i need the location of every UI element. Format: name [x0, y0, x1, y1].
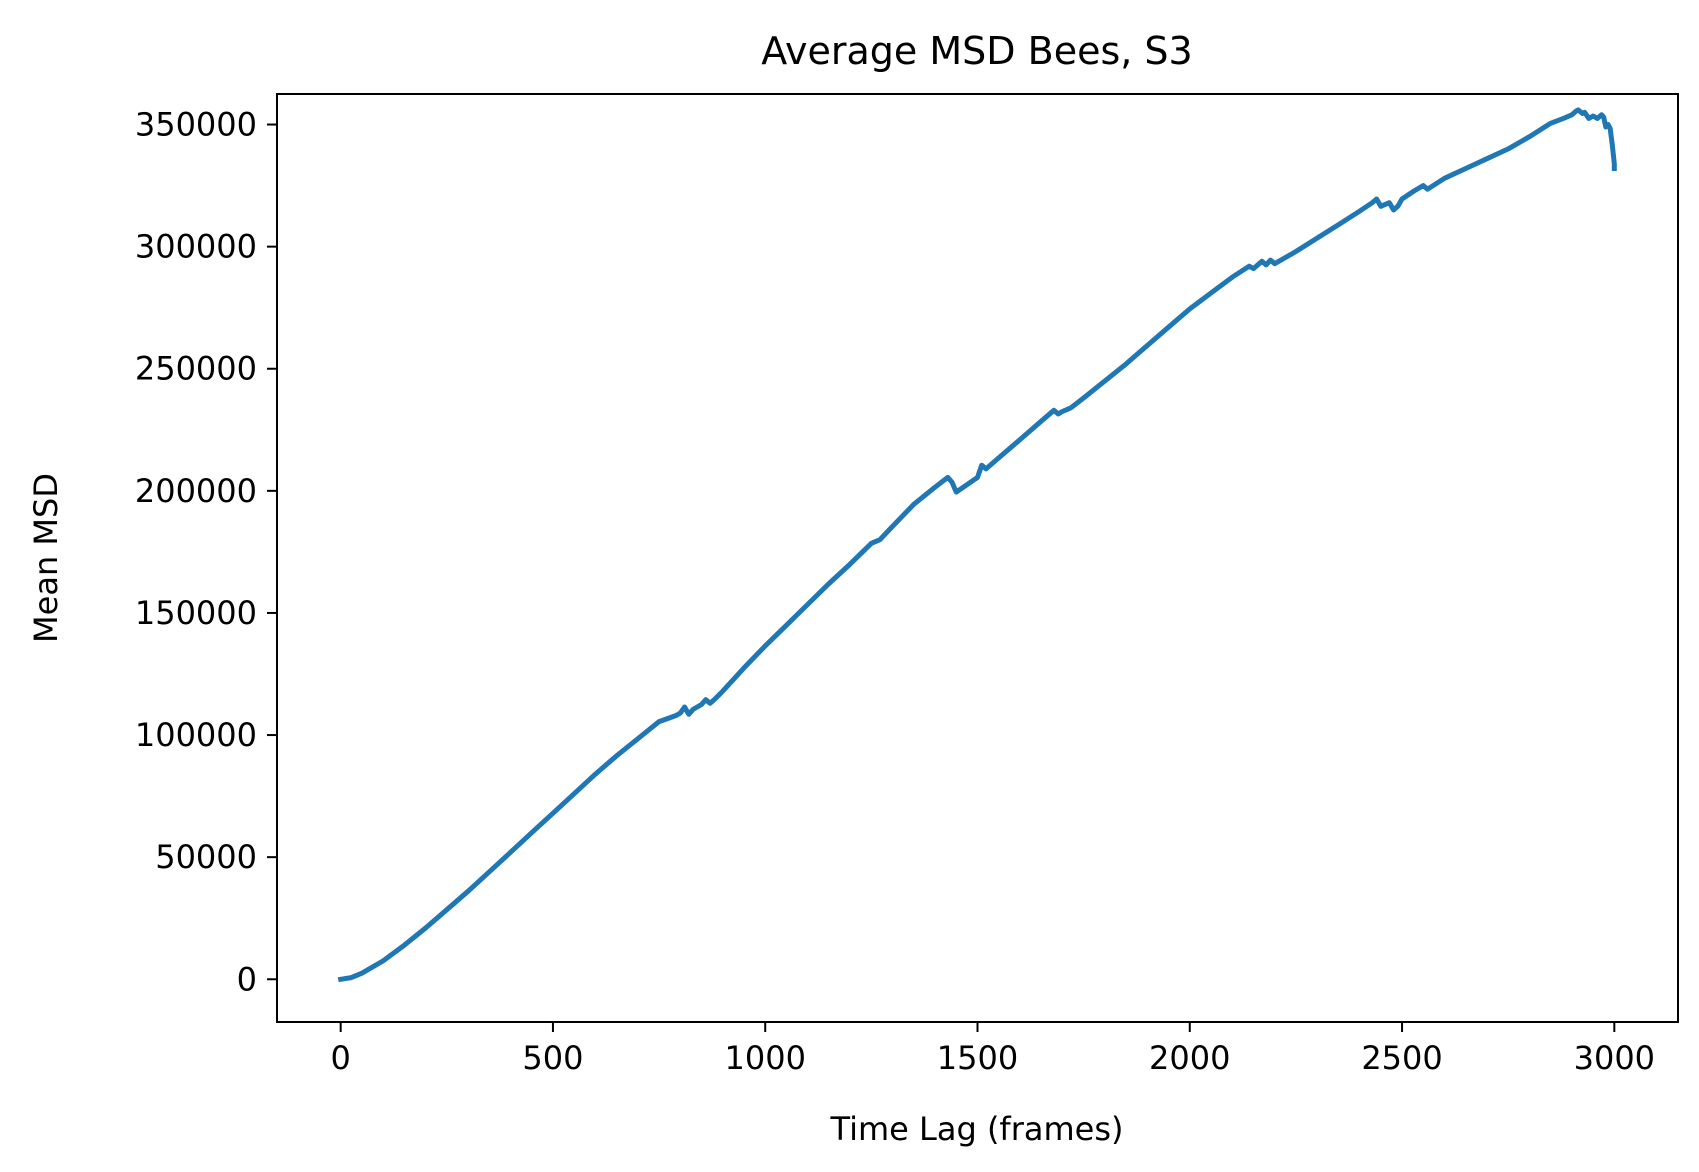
- y-tick-label: 0: [237, 960, 257, 998]
- x-tick-label: 1000: [725, 1039, 806, 1077]
- chart-title: Average MSD Bees, S3: [761, 29, 1192, 73]
- x-tick-label: 2000: [1149, 1039, 1230, 1077]
- plot-area-frame: [276, 93, 1679, 1023]
- x-tick-label: 0: [331, 1039, 351, 1077]
- y-tick-label: 350000: [135, 106, 257, 144]
- y-tick-label: 150000: [135, 594, 257, 632]
- series-layer: [337, 107, 1617, 983]
- y-tick-label: 200000: [135, 472, 257, 510]
- x-tick-label: 3000: [1574, 1039, 1655, 1077]
- x-axis-title: Time Lag (frames): [830, 1110, 1124, 1148]
- y-tick-label: 100000: [135, 716, 257, 754]
- y-tick-label: 50000: [155, 838, 257, 876]
- y-tick-label: 300000: [135, 228, 257, 266]
- x-tick-label: 2500: [1361, 1039, 1442, 1077]
- axis-ticks: 0 500 1000 1500 2000 2500 3000 0 50000 100000 1500…: [135, 106, 1655, 1077]
- x-tick-label: 500: [522, 1039, 583, 1077]
- y-tick-label: 250000: [135, 350, 257, 388]
- msd-series-line: [337, 107, 1617, 983]
- x-tick-label: 1500: [937, 1039, 1018, 1077]
- y-axis-title: Mean MSD: [27, 473, 65, 643]
